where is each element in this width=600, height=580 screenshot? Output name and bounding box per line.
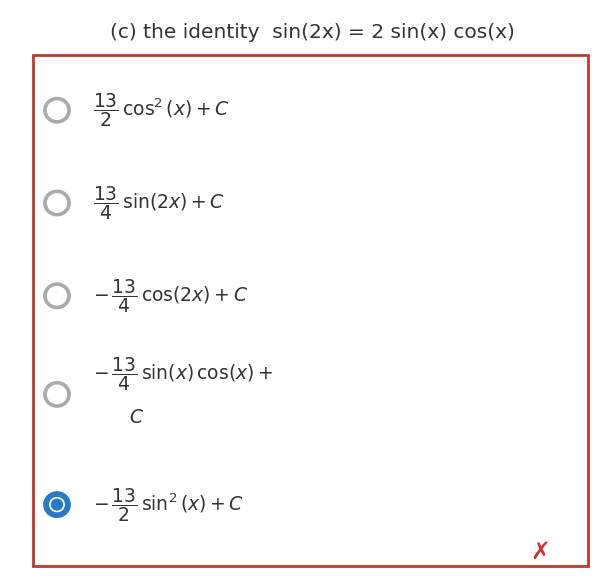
Circle shape bbox=[47, 287, 67, 305]
Text: ✗: ✗ bbox=[530, 540, 550, 564]
Circle shape bbox=[52, 499, 62, 510]
Text: $-\,\dfrac{13}{4}\,\sin(x)\,\cos(x) +$: $-\,\dfrac{13}{4}\,\sin(x)\,\cos(x) +$ bbox=[93, 355, 274, 393]
Text: $\dfrac{13}{2}\,\cos^2(x) + C$: $\dfrac{13}{2}\,\cos^2(x) + C$ bbox=[93, 91, 230, 129]
Circle shape bbox=[44, 382, 70, 407]
Text: $C$: $C$ bbox=[129, 408, 144, 427]
Circle shape bbox=[44, 190, 70, 216]
Text: $-\,\dfrac{13}{2}\,\sin^2(x) + C$: $-\,\dfrac{13}{2}\,\sin^2(x) + C$ bbox=[93, 485, 244, 524]
Circle shape bbox=[44, 492, 70, 517]
Text: (c) the identity  sin(2x) = 2 sin(x) cos(x): (c) the identity sin(2x) = 2 sin(x) cos(… bbox=[110, 23, 514, 42]
Circle shape bbox=[50, 498, 64, 512]
Text: $\dfrac{13}{4}\,\sin(2x) + C$: $\dfrac{13}{4}\,\sin(2x) + C$ bbox=[93, 184, 225, 222]
Circle shape bbox=[47, 385, 67, 404]
Circle shape bbox=[44, 97, 70, 123]
Circle shape bbox=[47, 194, 67, 212]
Circle shape bbox=[47, 101, 67, 119]
Circle shape bbox=[44, 283, 70, 309]
FancyBboxPatch shape bbox=[33, 55, 588, 566]
Text: $-\,\dfrac{13}{4}\,\cos(2x) + C$: $-\,\dfrac{13}{4}\,\cos(2x) + C$ bbox=[93, 277, 248, 315]
